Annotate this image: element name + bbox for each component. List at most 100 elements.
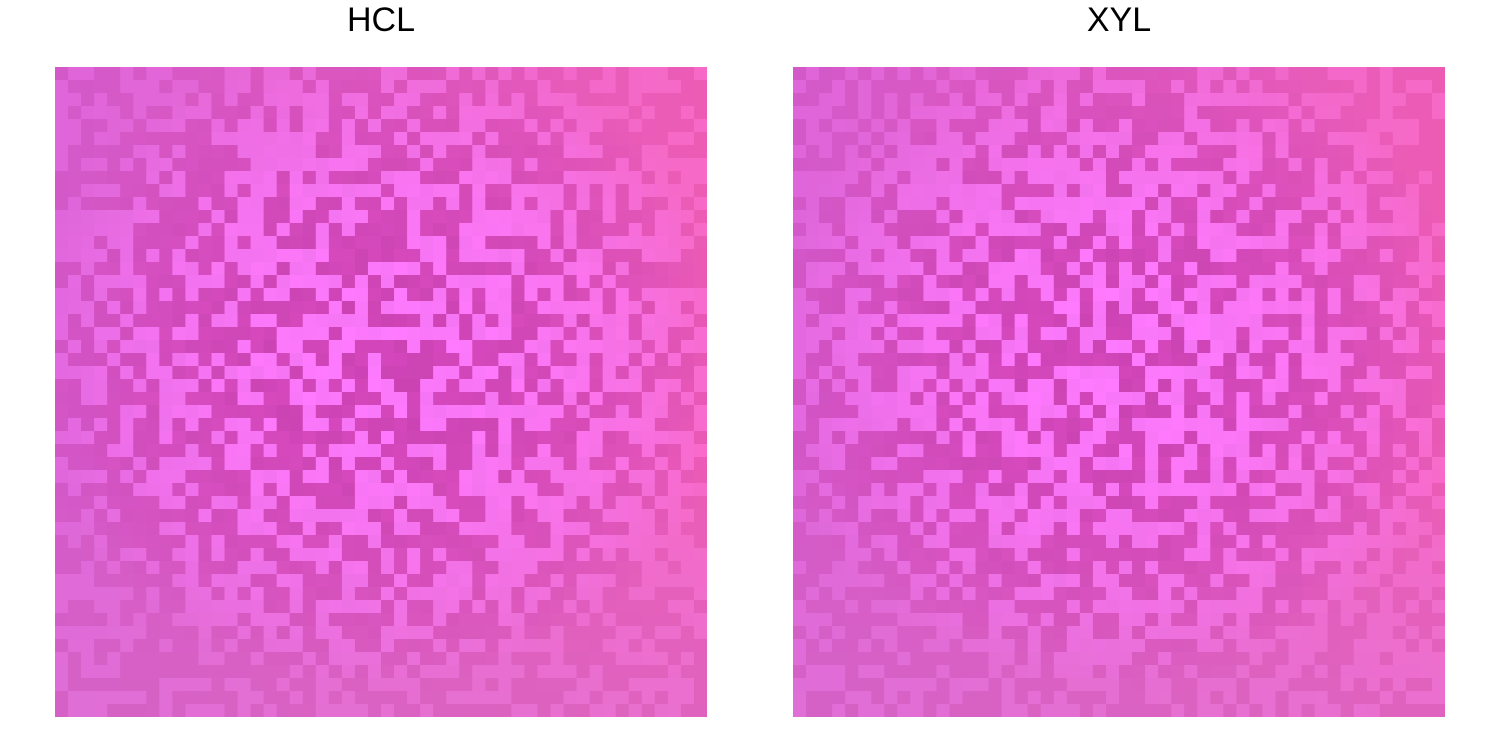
- heatmap-cell: [693, 691, 707, 705]
- heatmap-cell: [858, 665, 872, 679]
- heatmap-cell: [871, 392, 885, 406]
- heatmap-cell: [511, 314, 526, 328]
- heatmap-cell: [1184, 145, 1198, 159]
- heatmap-cell: [628, 678, 643, 692]
- heatmap-cell: [641, 353, 656, 367]
- heatmap-cell: [302, 379, 317, 393]
- heatmap-cell: [923, 353, 938, 367]
- heatmap-cell: [146, 327, 160, 341]
- heatmap-cell: [354, 236, 369, 250]
- heatmap-cell: [845, 171, 859, 185]
- heatmap-cell: [576, 444, 591, 458]
- heatmap-cell: [1105, 106, 1120, 120]
- heatmap-cell: [1040, 587, 1055, 601]
- heatmap-cell: [172, 600, 186, 614]
- heatmap-cell: [1119, 132, 1133, 146]
- heatmap-cell: [962, 288, 977, 302]
- heatmap-cell: [884, 626, 898, 640]
- heatmap-cell: [1092, 158, 1107, 172]
- heatmap-cell: [1184, 626, 1198, 640]
- heatmap-cell: [485, 496, 499, 510]
- heatmap-cell: [446, 418, 460, 432]
- heatmap-cell: [936, 158, 951, 172]
- heatmap-cell: [1405, 496, 1420, 510]
- heatmap-cell: [897, 587, 911, 601]
- heatmap-cell: [198, 509, 213, 523]
- heatmap-cell: [302, 639, 317, 653]
- heatmap-cell: [94, 561, 108, 575]
- heatmap-cell: [276, 639, 291, 653]
- heatmap-cell: [211, 496, 226, 510]
- heatmap-cell: [81, 600, 95, 614]
- heatmap-cell: [793, 366, 807, 380]
- heatmap-cell: [550, 171, 565, 185]
- heatmap-cell: [897, 119, 911, 133]
- heatmap-cell: [1053, 405, 1068, 419]
- heatmap-cell: [1184, 613, 1198, 627]
- heatmap-cell: [107, 340, 121, 354]
- heatmap-cell: [224, 613, 239, 627]
- heatmap-cell: [806, 301, 820, 315]
- heatmap-cell: [923, 262, 938, 276]
- heatmap-cell: [446, 340, 460, 354]
- heatmap-cell: [563, 561, 578, 575]
- heatmap-cell: [446, 665, 460, 679]
- heatmap-cell: [1184, 171, 1198, 185]
- heatmap-cell: [1249, 210, 1264, 224]
- heatmap-cell: [962, 665, 977, 679]
- heatmap-cell: [923, 184, 938, 198]
- heatmap-cell: [420, 236, 434, 250]
- heatmap-cell: [1418, 210, 1433, 224]
- heatmap-cell: [884, 67, 898, 81]
- heatmap-cell: [602, 145, 617, 159]
- heatmap-cell: [172, 392, 186, 406]
- heatmap-cell: [172, 379, 186, 393]
- heatmap-cell: [832, 405, 846, 419]
- heatmap-cell: [107, 574, 121, 588]
- heatmap-cell: [107, 444, 121, 458]
- heatmap-cell: [602, 652, 617, 666]
- heatmap-cell: [1053, 249, 1068, 263]
- heatmap-cell: [923, 691, 938, 705]
- heatmap-cell: [793, 405, 807, 419]
- heatmap-cell: [845, 535, 859, 549]
- heatmap-cell: [1405, 210, 1420, 224]
- heatmap-cell: [1132, 548, 1146, 562]
- heatmap-cell: [263, 665, 278, 679]
- heatmap-cell: [1301, 444, 1316, 458]
- heatmap-cell: [936, 80, 951, 94]
- heatmap-cell: [250, 340, 265, 354]
- heatmap-cell: [936, 145, 951, 159]
- heatmap-cell: [381, 145, 395, 159]
- heatmap-cell: [524, 431, 539, 445]
- heatmap-cell: [949, 93, 964, 107]
- heatmap-cell: [628, 444, 643, 458]
- heatmap-cell: [120, 197, 134, 211]
- heatmap-cell: [211, 197, 226, 211]
- heatmap-cell: [1171, 470, 1185, 484]
- heatmap-cell: [897, 106, 911, 120]
- heatmap-cell: [172, 262, 186, 276]
- heatmap-cell: [654, 457, 669, 471]
- heatmap-cell: [1405, 262, 1420, 276]
- heatmap-cell: [94, 197, 108, 211]
- heatmap-cell: [120, 418, 134, 432]
- heatmap-cell: [485, 80, 499, 94]
- heatmap-cell: [1340, 184, 1355, 198]
- heatmap-cell: [433, 600, 447, 614]
- heatmap-cell: [1145, 379, 1159, 393]
- heatmap-cell: [988, 171, 1003, 185]
- heatmap-cell: [1079, 80, 1094, 94]
- heatmap-cell: [1223, 678, 1237, 692]
- heatmap-cell: [1236, 574, 1250, 588]
- heatmap-cell: [667, 626, 682, 640]
- heatmap-cell: [328, 119, 343, 133]
- heatmap-cell: [511, 184, 526, 198]
- heatmap-cell: [1275, 652, 1290, 666]
- heatmap-cell: [407, 626, 421, 640]
- heatmap-cell: [289, 223, 304, 237]
- heatmap-cell: [485, 418, 499, 432]
- heatmap-cell: [94, 522, 108, 536]
- heatmap-cell: [1158, 145, 1172, 159]
- heatmap-cell: [806, 431, 820, 445]
